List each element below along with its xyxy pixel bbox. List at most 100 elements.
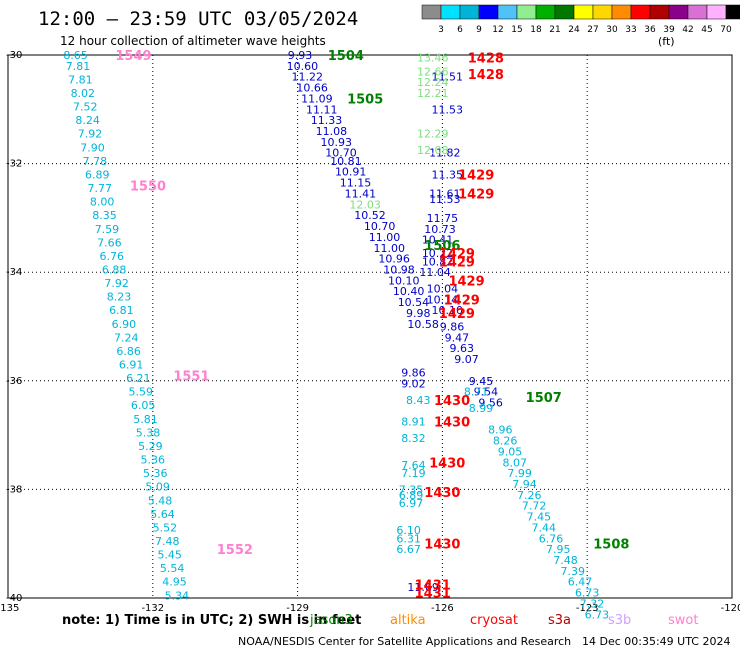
wave-height-value: 12.29 <box>417 128 449 141</box>
latitude-tick-label: -34 <box>6 267 22 278</box>
wave-height-value: 9.93 <box>288 49 313 62</box>
color-swatch <box>706 4 727 20</box>
wave-height-value: 9.45 <box>469 375 494 388</box>
pass-number-label: 1507 <box>526 391 562 406</box>
wave-height-value: 10.54 <box>398 296 430 309</box>
pass-number-label: 1504 <box>328 49 364 64</box>
wave-height-value: 6.05 <box>131 399 156 412</box>
color-scale-label: 33 <box>625 25 636 35</box>
legend-item-s3a: s3a <box>548 613 571 628</box>
color-swatch <box>440 4 461 20</box>
wave-height-value: 6.97 <box>399 497 424 510</box>
longitude-tick-label: -126 <box>431 603 454 614</box>
wave-height-value: 7.48 <box>553 554 578 567</box>
wave-height-value: 10.22 <box>422 247 454 260</box>
color-scale-bar: 3 6 9 12 15 18 21 24 27 30 33 36 39 42 45 70 <box>421 4 740 35</box>
color-swatch <box>535 4 556 20</box>
wave-height-value: 8.24 <box>75 114 100 127</box>
wave-height-value: 5.64 <box>150 508 175 521</box>
color-scale-label: 39 <box>663 25 675 35</box>
color-scale-label: 30 <box>606 25 618 35</box>
wave-height-value: 10.41 <box>422 234 454 247</box>
wave-height-value: 12.03 <box>349 198 381 211</box>
wave-height-value: 6.47 <box>568 576 593 589</box>
wave-height-value: 7.78 <box>83 155 108 168</box>
wave-height-value: 11.75 <box>427 212 459 225</box>
pass-labels: 1549 1550 1551 1552 1504 1505 1506 1507 1508 1428… <box>115 49 629 602</box>
color-scale-label: 15 <box>511 25 522 35</box>
pass-number-label: 1430 <box>429 456 465 471</box>
longitude-tick-label: -132 <box>141 603 164 614</box>
wave-height-value: 10.40 <box>393 285 425 298</box>
pass-number-label: 1506 <box>424 239 460 254</box>
wave-height-value: 10.70 <box>364 220 396 233</box>
wave-height-value: 6.10 <box>396 524 421 537</box>
plot-frame <box>7 54 733 599</box>
wave-height-value: 9.63 <box>449 342 474 355</box>
pass-number-label: 1429 <box>458 187 494 202</box>
wave-height-value: 11.15 <box>340 177 372 190</box>
wave-height-value: 11.51 <box>431 71 463 84</box>
pass-number-label: 1549 <box>115 49 151 64</box>
wave-height-value: 5.09 <box>145 481 170 494</box>
wave-height-value: 6.73 <box>585 608 610 621</box>
wave-height-value: 10.58 <box>407 318 439 331</box>
wave-height-value: 6.89 <box>85 168 110 181</box>
wave-height-value: 6.91 <box>119 359 144 372</box>
pass-number-label: 1505 <box>347 92 383 107</box>
wave-height-value: 13.46 <box>417 52 449 65</box>
wave-height-value: 12.66 <box>417 65 449 78</box>
latitude-tick-label: -30 <box>6 50 22 61</box>
wave-height-value: 7.90 <box>80 141 105 154</box>
wave-height-value: 10.14 <box>427 293 459 306</box>
wave-height-value: 8.32 <box>401 432 426 445</box>
wave-height-value: 11.09 <box>301 92 333 105</box>
wave-height-value: 7.59 <box>95 223 120 236</box>
pass-number-label: 1550 <box>130 179 166 194</box>
wave-height-value: 10.52 <box>354 209 386 222</box>
wave-height-value: 7.77 <box>87 182 112 195</box>
wave-height-value: 7.48 <box>155 535 180 548</box>
timestamp-text: 14 Dec 00:35:49 UTC 2024 <box>582 635 730 648</box>
pass-number-label: 1430 <box>424 538 460 553</box>
wave-height-value: 6.31 <box>396 532 421 545</box>
wave-height-value: 11.33 <box>311 114 343 127</box>
legend-item-altika: altika <box>390 613 426 628</box>
wave-height-value: 10.04 <box>427 282 459 295</box>
wave-height-value: 11.69 <box>407 581 439 594</box>
pass-number-label: 1428 <box>468 52 504 67</box>
wave-height-value: 11.08 <box>316 125 348 138</box>
wave-height-value: 8.23 <box>107 291 132 304</box>
wave-height-value: 12.24 <box>417 76 449 89</box>
credit-text: NOAA/NESDIS Center for Satellite Applica… <box>238 635 571 648</box>
color-swatch <box>668 4 689 20</box>
wave-height-value: 10.93 <box>320 136 352 149</box>
color-swatch <box>497 4 518 20</box>
latitude-tick-label: -38 <box>6 484 22 495</box>
color-scale-label: 70 <box>720 25 732 35</box>
wave-height-value: 11.04 <box>419 266 451 279</box>
wave-height-value: 5.36 <box>141 454 166 467</box>
wave-height-value: 6.76 <box>100 250 125 263</box>
wave-height-value: 8.07 <box>503 456 528 469</box>
map-title: 12:00 — 23:59 UTC 03/05/2024 <box>38 8 358 30</box>
pass-number-label: 1430 <box>424 486 460 501</box>
color-swatch <box>554 4 575 20</box>
satellite-legend: jason3 altika cryosat s3a s3b swot <box>309 613 698 628</box>
wave-height-value: 7.95 <box>546 543 571 556</box>
longitude-tick-label: -129 <box>286 603 309 614</box>
color-swatch <box>687 4 708 20</box>
color-scale-label: 6 <box>457 25 463 35</box>
wave-height-value: 6.81 <box>109 304 134 317</box>
wave-height-value: 7.19 <box>401 467 426 480</box>
wave-height-value: 10.73 <box>424 223 456 236</box>
latitude-tick-label: -40 <box>6 593 22 604</box>
wave-height-value: 9.86 <box>440 321 465 334</box>
wave-height-value: 9.47 <box>445 331 470 344</box>
wave-height-value: 10.10 <box>388 274 420 287</box>
wave-height-value: 10.91 <box>335 166 367 179</box>
legend-note: note: 1) Time is in UTC; 2) SWH is in fe… <box>62 613 361 628</box>
color-scale-label: 12 <box>492 25 503 35</box>
wave-height-value: 8.02 <box>71 87 96 100</box>
